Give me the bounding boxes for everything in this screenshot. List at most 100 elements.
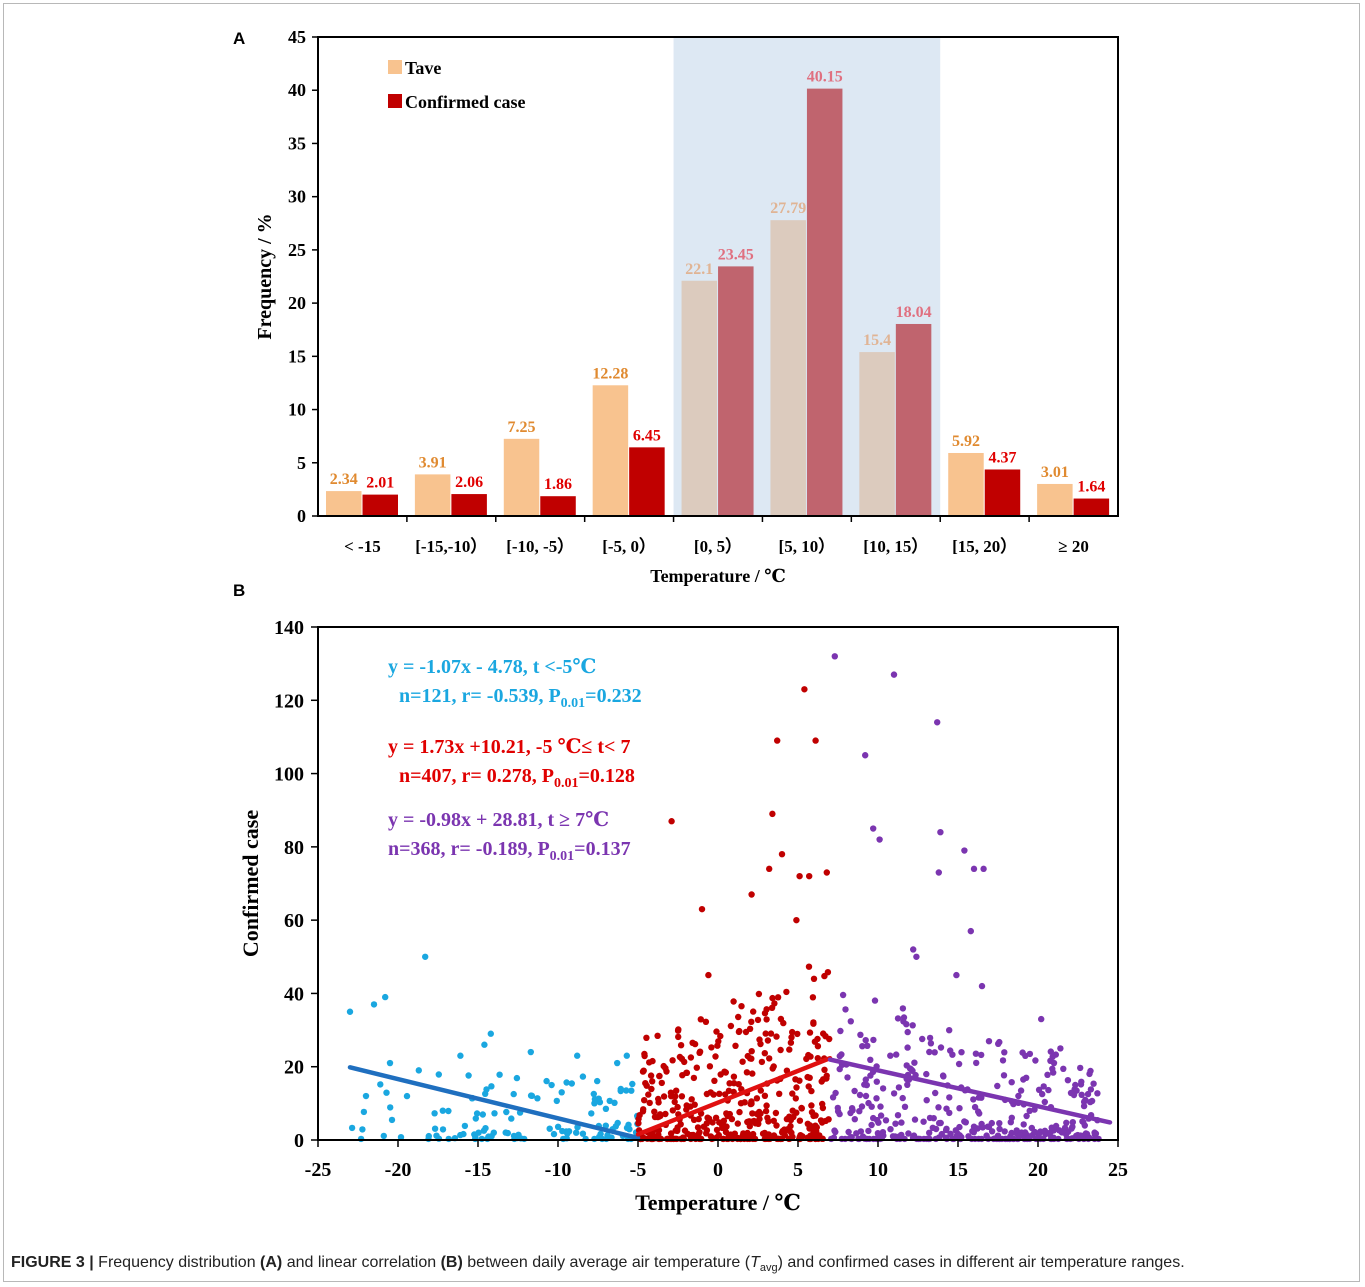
scatter-point: [673, 1087, 680, 1094]
scatter-point: [640, 1106, 647, 1113]
scatter-point: [970, 865, 978, 873]
x-tick-label: -25: [305, 1159, 332, 1181]
scatter-point: [397, 1134, 405, 1141]
scatter-point: [1091, 1135, 1098, 1143]
scatter-point: [748, 1048, 755, 1055]
scatter-point: [778, 850, 786, 858]
scatter-point: [985, 1135, 992, 1143]
scatter-point: [763, 1131, 770, 1138]
data-label-tave-5: 27.79: [770, 200, 806, 217]
scatter-point: [920, 1118, 927, 1125]
bar-confirmed-1: [451, 494, 487, 516]
data-label-tave-1: 3.91: [419, 454, 447, 471]
scatter-point: [895, 1084, 903, 1091]
scatter-point: [749, 1070, 756, 1077]
scatter-point: [431, 1125, 439, 1132]
scatter-point: [735, 1081, 742, 1088]
data-label-tave-2: 7.25: [508, 419, 536, 436]
scatter-point: [771, 1000, 778, 1007]
y-tick-label: 0: [297, 506, 306, 526]
y-tick-label: 80: [284, 837, 304, 859]
scatter-point: [772, 1109, 780, 1117]
scatter-point: [839, 991, 847, 999]
scatter-point: [465, 1072, 472, 1079]
scatter-point: [764, 1037, 772, 1044]
bar-confirmed-8: [1073, 498, 1110, 516]
scatter-point: [510, 1132, 518, 1140]
scatter-point: [775, 1135, 782, 1143]
scatter-point: [870, 825, 877, 832]
scatter-point: [752, 1120, 759, 1127]
scatter-point: [844, 1074, 851, 1081]
scatter-point: [845, 1128, 852, 1136]
scatter-point: [415, 1067, 422, 1074]
scatter-point: [937, 1119, 944, 1127]
x-axis-label: Temperature / ℃: [635, 1190, 801, 1215]
scatter-point: [645, 1091, 652, 1098]
y-tick-label: 40: [284, 983, 304, 1005]
scatter-point: [681, 1058, 688, 1066]
scatter-point: [660, 1093, 668, 1100]
scatter-point: [1040, 1083, 1047, 1090]
annotation-equation-1: y = 1.73x +10.21, -5 ℃≤ t< 7: [388, 736, 630, 758]
scatter-point: [675, 1033, 682, 1041]
scatter-point: [690, 1116, 698, 1124]
scatter-point: [1007, 1119, 1014, 1126]
scatter-point: [739, 1058, 746, 1065]
scatter-point: [859, 1043, 866, 1050]
scatter-point: [761, 1010, 769, 1017]
scatter-point: [711, 1077, 718, 1085]
scatter-point: [763, 1016, 770, 1023]
scatter-point: [671, 1098, 678, 1106]
scatter-point: [761, 1050, 768, 1057]
y-axis-label: Frequency / %: [254, 213, 276, 339]
scatter-point: [573, 1129, 580, 1136]
scatter-point: [546, 1125, 553, 1132]
scatter-point: [817, 1117, 825, 1124]
scatter-point: [746, 1118, 753, 1125]
scatter-point: [923, 1097, 930, 1104]
scatter-point: [606, 1097, 613, 1105]
scatter-point: [1084, 1090, 1092, 1098]
scatter-point: [738, 1003, 745, 1010]
scatter-point: [984, 1123, 991, 1130]
scatter-point: [698, 905, 706, 913]
annotation-stats-subscript: 0.01: [561, 696, 586, 711]
scatter-point: [909, 1022, 916, 1029]
scatter-point: [976, 1110, 983, 1117]
scatter-point: [793, 916, 800, 924]
scatter-point: [838, 1135, 845, 1143]
scatter-point: [863, 1081, 870, 1089]
figure-frame: [3, 3, 1360, 1282]
scatter-point: [602, 1122, 609, 1129]
scatter-point: [641, 1050, 648, 1058]
scatter-point: [877, 1112, 885, 1119]
scatter-point: [818, 1078, 825, 1085]
x-tick-label: ≥ 20: [1058, 537, 1089, 556]
scatter-point: [974, 1125, 981, 1132]
scatter-point: [614, 1059, 621, 1067]
data-label-confirmed-1: 2.06: [455, 474, 483, 491]
caption-part1: Frequency distribution: [98, 1254, 256, 1271]
scatter-point: [422, 953, 429, 960]
scatter-point: [678, 1135, 685, 1143]
scatter-point: [799, 1133, 806, 1140]
scatter-point: [370, 1001, 378, 1008]
scatter-point: [425, 1132, 432, 1140]
annotation-stats-1: n=407, r= 0.278, P0.01=0.128: [399, 765, 635, 791]
scatter-point: [753, 1110, 761, 1118]
scatter-point: [641, 1097, 648, 1104]
annotation-stats-2: n=368, r= -0.189, P0.01=0.137: [388, 838, 631, 864]
data-label-confirmed-2: 1.86: [544, 476, 572, 493]
scatter-point: [904, 1028, 911, 1036]
scatter-point: [382, 993, 389, 1001]
scatter-point: [1041, 1098, 1049, 1106]
scatter-point: [723, 1110, 730, 1117]
scatter-point: [623, 1052, 630, 1059]
scatter-point: [595, 1095, 602, 1102]
y-tick-label: 40: [288, 80, 306, 100]
scatter-point: [579, 1130, 587, 1137]
scatter-point: [662, 1110, 669, 1118]
scatter-point: [623, 1087, 630, 1094]
scatter-point: [1008, 1079, 1015, 1086]
